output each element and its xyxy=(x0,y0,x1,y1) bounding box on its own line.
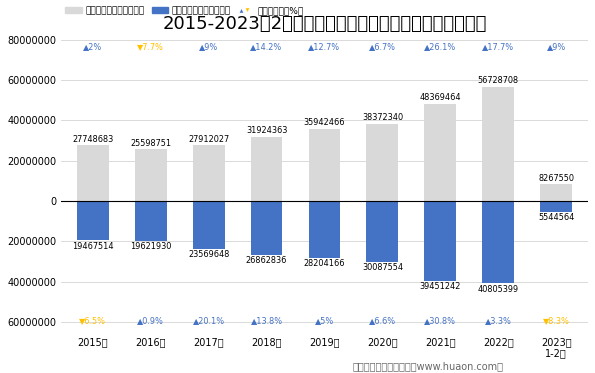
Text: ▲17.7%: ▲17.7% xyxy=(482,42,514,51)
Text: 26862836: 26862836 xyxy=(246,257,287,266)
Bar xyxy=(424,104,456,201)
Text: 19621930: 19621930 xyxy=(130,242,171,251)
Text: 23569648: 23569648 xyxy=(188,250,229,259)
Text: 27912027: 27912027 xyxy=(188,135,229,144)
Bar xyxy=(193,201,224,248)
Bar xyxy=(77,201,109,240)
Bar xyxy=(193,145,224,201)
Text: 8267550: 8267550 xyxy=(538,174,574,183)
Text: ▲6.6%: ▲6.6% xyxy=(369,316,396,325)
Text: ▼7.7%: ▼7.7% xyxy=(137,42,164,51)
Text: ▲14.2%: ▲14.2% xyxy=(250,42,283,51)
Bar xyxy=(424,201,456,280)
Text: 制图：华经产业研究院（www.huaon.com）: 制图：华经产业研究院（www.huaon.com） xyxy=(353,361,504,371)
Text: ▲2%: ▲2% xyxy=(83,42,102,51)
Bar xyxy=(135,201,167,241)
Text: ▲9%: ▲9% xyxy=(547,42,566,51)
Text: ▼8.3%: ▼8.3% xyxy=(543,316,569,325)
Text: 25598751: 25598751 xyxy=(130,139,171,148)
Text: 30087554: 30087554 xyxy=(362,263,403,272)
Text: 35942466: 35942466 xyxy=(303,118,345,128)
Text: ▲30.8%: ▲30.8% xyxy=(424,316,456,325)
Text: 56728708: 56728708 xyxy=(478,76,519,85)
Bar xyxy=(309,129,340,201)
Text: ▲5%: ▲5% xyxy=(315,316,334,325)
Legend: 出口商品总値（万美元）, 进口商品总値（万美元）, 同比增长率（%）: 出口商品总値（万美元）, 进口商品总値（万美元）, 同比增长率（%） xyxy=(65,6,304,15)
Text: 40805399: 40805399 xyxy=(478,285,519,294)
Bar xyxy=(540,184,572,201)
Bar xyxy=(540,201,572,212)
Text: ▲9%: ▲9% xyxy=(199,42,218,51)
Bar xyxy=(367,201,398,262)
Text: ▲12.7%: ▲12.7% xyxy=(308,42,340,51)
Bar xyxy=(250,201,283,255)
Text: ▼6.5%: ▼6.5% xyxy=(79,316,107,325)
Text: 39451242: 39451242 xyxy=(419,282,461,291)
Text: 5544564: 5544564 xyxy=(538,213,574,222)
Bar xyxy=(77,145,109,201)
Text: 27748683: 27748683 xyxy=(72,135,114,144)
Text: ▲13.8%: ▲13.8% xyxy=(250,316,283,325)
Bar xyxy=(483,201,514,283)
Bar xyxy=(309,201,340,258)
Text: 19467514: 19467514 xyxy=(72,242,114,251)
Text: 38372340: 38372340 xyxy=(362,113,403,122)
Text: ▲20.1%: ▲20.1% xyxy=(193,316,225,325)
Title: 2015-2023年2月中国与东南亚国家联盟进、出口商品总値: 2015-2023年2月中国与东南亚国家联盟进、出口商品总値 xyxy=(162,15,487,33)
Text: ▲26.1%: ▲26.1% xyxy=(424,42,456,51)
Text: 48369464: 48369464 xyxy=(419,93,461,102)
Bar xyxy=(250,137,283,201)
Text: ▲3.3%: ▲3.3% xyxy=(485,316,512,325)
Text: 31924363: 31924363 xyxy=(246,126,287,135)
Bar xyxy=(135,150,167,201)
Bar xyxy=(367,124,398,201)
Bar xyxy=(483,87,514,201)
Text: 28204166: 28204166 xyxy=(303,259,345,268)
Text: ▲0.9%: ▲0.9% xyxy=(137,316,164,325)
Text: ▲6.7%: ▲6.7% xyxy=(369,42,396,51)
